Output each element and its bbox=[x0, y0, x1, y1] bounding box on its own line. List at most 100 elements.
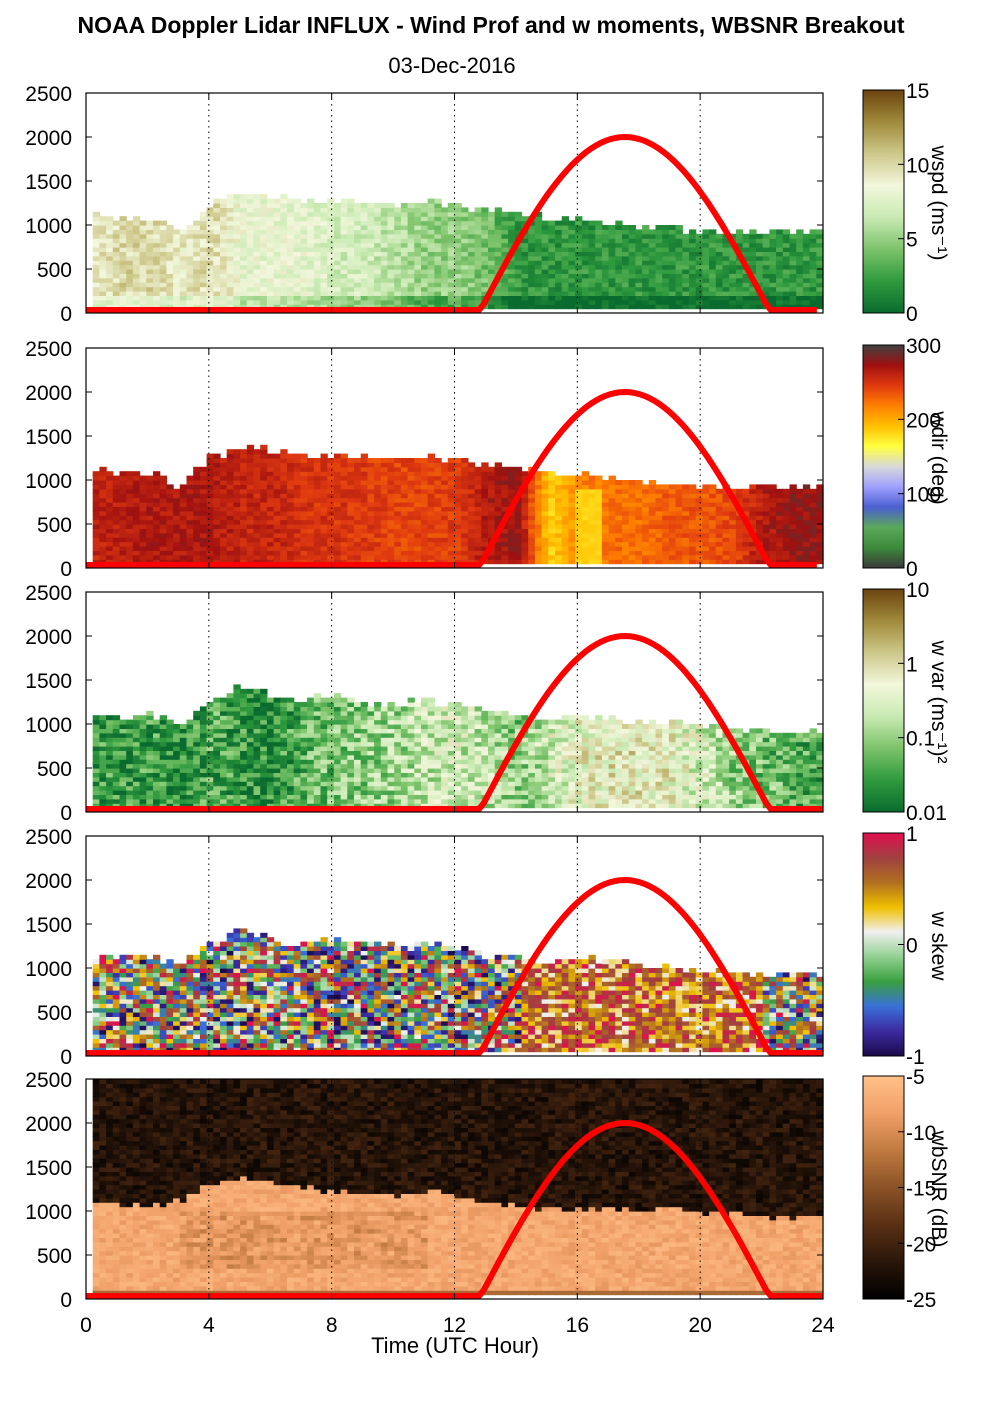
heatmap-cell bbox=[327, 532, 335, 538]
heatmap-cell bbox=[159, 229, 167, 235]
heatmap-cell bbox=[179, 269, 188, 274]
heatmap-cell bbox=[340, 286, 348, 292]
heatmap-cell bbox=[407, 532, 415, 538]
heatmap-cell bbox=[501, 546, 509, 551]
heatmap-cell bbox=[340, 269, 348, 274]
heatmap-cell bbox=[132, 255, 141, 261]
heatmap-cell bbox=[354, 546, 362, 551]
heatmap-cell bbox=[414, 554, 422, 560]
heatmap-cell bbox=[575, 537, 583, 543]
heatmap-cell bbox=[494, 537, 502, 543]
heatmap-cell bbox=[119, 803, 127, 809]
heatmap-cell bbox=[206, 484, 214, 490]
heatmap-cell bbox=[467, 251, 476, 257]
heatmap-cell bbox=[441, 519, 449, 525]
heatmap-cell bbox=[816, 502, 824, 507]
heatmap-cell bbox=[695, 493, 703, 499]
heatmap-cell bbox=[206, 304, 214, 310]
heatmap-cell bbox=[99, 754, 107, 760]
heatmap-cell bbox=[742, 304, 750, 310]
heatmap-cell bbox=[494, 554, 502, 560]
heatmap-cell bbox=[119, 475, 127, 481]
heatmap-cell bbox=[394, 291, 402, 296]
heatmap-cell bbox=[581, 233, 590, 239]
heatmap-cell bbox=[608, 260, 616, 266]
heatmap-cell bbox=[501, 282, 509, 288]
heatmap-cell bbox=[320, 273, 328, 279]
heatmap-cell bbox=[756, 260, 764, 266]
heatmap-cell bbox=[648, 251, 657, 257]
heatmap-cell bbox=[662, 295, 670, 301]
heatmap-cell bbox=[528, 524, 536, 529]
heatmap-cell bbox=[816, 554, 824, 560]
heatmap-cell bbox=[126, 299, 134, 305]
heatmap-cell bbox=[260, 458, 268, 463]
heatmap-cell bbox=[461, 510, 469, 516]
heatmap-cell bbox=[802, 304, 811, 310]
heatmap-cell bbox=[112, 506, 121, 512]
heatmap-cell bbox=[782, 497, 791, 503]
heatmap-cell bbox=[320, 546, 328, 551]
heatmap-cell bbox=[266, 541, 275, 547]
heatmap-cell bbox=[635, 247, 643, 252]
heatmap-cell bbox=[762, 286, 770, 292]
heatmap-cell bbox=[112, 794, 121, 800]
heatmap-cell bbox=[682, 484, 690, 490]
heatmap-cell bbox=[99, 475, 107, 481]
heatmap-cell bbox=[508, 554, 516, 560]
heatmap-cell bbox=[447, 488, 456, 494]
heatmap-cell bbox=[729, 299, 737, 305]
heatmap-cell bbox=[159, 475, 167, 481]
heatmap-cell bbox=[675, 502, 683, 507]
heatmap-cell bbox=[287, 546, 295, 551]
heatmap-cell bbox=[608, 251, 616, 257]
heatmap-cell bbox=[414, 510, 422, 516]
heatmap-cell bbox=[488, 497, 496, 503]
heatmap-cell bbox=[394, 524, 402, 529]
heatmap-cell bbox=[354, 211, 362, 217]
heatmap-cell bbox=[132, 750, 141, 756]
heatmap-cell bbox=[327, 277, 335, 283]
heatmap-cell bbox=[220, 238, 228, 244]
heatmap-cell bbox=[454, 255, 462, 261]
heatmap-cell bbox=[528, 242, 536, 248]
heatmap-cell bbox=[153, 471, 161, 477]
heatmap-cell bbox=[139, 510, 147, 516]
heatmap-cell bbox=[246, 506, 255, 512]
heatmap-cell bbox=[293, 211, 301, 217]
heatmap-cell bbox=[112, 515, 121, 521]
heatmap-cell bbox=[648, 286, 657, 292]
heatmap-cell bbox=[528, 488, 536, 494]
heatmap-cell bbox=[756, 528, 764, 534]
heatmap-cell bbox=[112, 750, 121, 756]
heatmap-cell bbox=[126, 763, 134, 769]
heatmap-cell bbox=[769, 269, 777, 274]
heatmap-cell bbox=[240, 277, 248, 283]
heatmap-cell bbox=[92, 794, 100, 800]
heatmap-cell bbox=[508, 488, 516, 494]
heatmap-cell bbox=[253, 550, 261, 556]
heatmap-cell bbox=[461, 524, 469, 529]
heatmap-cell bbox=[132, 532, 141, 538]
heatmap-cell bbox=[327, 541, 335, 547]
heatmap-cell bbox=[333, 255, 342, 261]
heatmap-cell bbox=[119, 286, 127, 292]
heatmap-cell bbox=[561, 541, 569, 547]
heatmap-cell bbox=[789, 269, 797, 274]
heatmap-cell bbox=[347, 225, 355, 230]
heatmap-cell bbox=[213, 510, 221, 516]
heatmap-cell bbox=[340, 475, 348, 481]
heatmap-cell bbox=[313, 537, 322, 543]
heatmap-cell bbox=[789, 304, 797, 310]
heatmap-cell bbox=[253, 229, 261, 235]
heatmap-cell bbox=[233, 537, 241, 543]
heatmap-cell bbox=[400, 299, 409, 305]
heatmap-cell bbox=[394, 255, 402, 261]
heatmap-cell bbox=[367, 207, 375, 213]
heatmap-cell bbox=[662, 229, 670, 235]
heatmap-cell bbox=[320, 229, 328, 235]
heatmap-cell bbox=[508, 304, 516, 310]
heatmap-cell bbox=[488, 211, 496, 217]
heatmap-cell bbox=[199, 255, 208, 261]
